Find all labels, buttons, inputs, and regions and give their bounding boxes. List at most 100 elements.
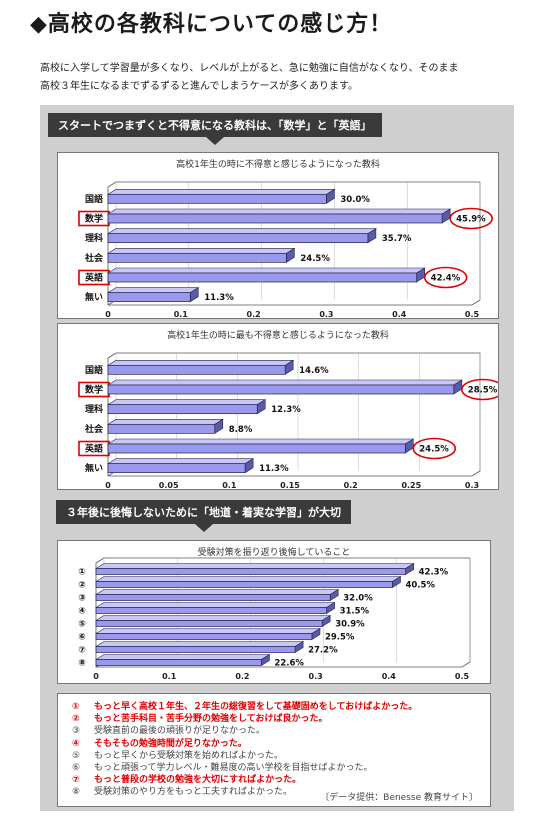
data-label: 11.3% xyxy=(259,464,289,474)
x-tick-label: 0 xyxy=(93,672,99,681)
chart-most-weak-subject-1st-year: 高校1年生の時に最も不得意と感じるようになった教科 0 0.05 0.1 0.15 0.2… xyxy=(78,329,505,490)
x-tick-label: 0.1 xyxy=(222,481,237,489)
bar-top xyxy=(106,228,377,234)
data-label: 29.5% xyxy=(325,633,355,643)
bar-top xyxy=(94,602,336,608)
category-label: 数学 xyxy=(85,384,103,396)
x-tick-label: 0.2 xyxy=(235,672,249,681)
legend-item-number: ⑦ xyxy=(72,775,80,786)
bar xyxy=(107,213,443,224)
bar-top xyxy=(106,458,255,464)
chart-2-box: 高校1年生の時に最も不得意と感じるようになった教科 0 0.05 0.1 0.15 0.2… xyxy=(57,323,505,490)
x-tick-label: 0.1 xyxy=(174,310,189,318)
banner-steady-study: ３年後に後悔しないために「地道・着実な学習」が大切 xyxy=(56,500,351,532)
bar-top xyxy=(94,615,332,621)
x-tick-label: 0.05 xyxy=(159,481,179,489)
legend-item: ⑥ もっと頑張って学力レベル・難易度の高い学校を目指せばよかった。 xyxy=(72,760,373,773)
data-label: 11.3% xyxy=(204,293,234,303)
legend-item-text: そもそもの勉強時間が足りなかった。 xyxy=(94,738,247,749)
category-label: ⑤ xyxy=(78,620,86,630)
bar-top xyxy=(94,563,415,569)
bar xyxy=(95,581,393,588)
category-label: ⑦ xyxy=(78,646,86,656)
bar-top xyxy=(94,576,402,582)
legend-item: ④ そもそもの勉強時間が足りなかった。 xyxy=(72,736,247,749)
legend-item-text: 受験対策のやり方をもっと工夫すればよかった。 xyxy=(94,787,293,798)
legend-item: ② もっと苦手科目・苦手分野の勉強をしておけば良かった。 xyxy=(72,711,327,724)
legend-item-number: ④ xyxy=(72,738,80,749)
category-label: 英語 xyxy=(84,272,103,284)
legend-item-number: ① xyxy=(72,702,80,712)
data-label: 24.5% xyxy=(300,254,330,264)
bar-top xyxy=(94,654,271,660)
x-tick-label: 0.15 xyxy=(280,481,300,489)
intro-line-1: 高校に入学して学習量が多くなり、レベルが上がると、急に勉強に自信がなくなり、その… xyxy=(40,63,459,74)
legend-item-number: ② xyxy=(72,714,80,725)
bar xyxy=(107,404,258,415)
data-source: 〔データ提供：Benesse 教育サイト〕 xyxy=(320,793,478,803)
legend-item-text: もっと苦手科目・苦手分野の勉強をしておけば良かった。 xyxy=(94,714,328,725)
data-label: 42.4% xyxy=(431,274,461,284)
bar xyxy=(107,463,246,474)
legend-item: ⑦ もっと普段の学校の勉強を大切にすればよかった。 xyxy=(72,772,301,785)
category-label: 無い xyxy=(85,291,103,303)
data-label: 14.6% xyxy=(299,366,329,376)
legend-item-text: もっと早くから受験対策を始めればよかった。 xyxy=(94,750,284,761)
bar-top xyxy=(106,189,336,195)
bar-top xyxy=(106,399,267,405)
data-label: 32.0% xyxy=(343,594,373,604)
bar-top xyxy=(106,438,415,445)
bar-top xyxy=(106,208,452,215)
regrets-legend: ① もっと早く高校１年生、２年生の総復習をして基礎固めをしておけばよかった。 ② もっ… xyxy=(57,693,491,807)
data-label: 31.5% xyxy=(340,607,370,617)
legend-item: ⑧ 受験対策のやり方をもっと工夫すればよかった。 xyxy=(72,784,292,797)
category-label: 無い xyxy=(85,462,103,474)
x-tick-label: 0.2 xyxy=(344,481,358,489)
x-tick-label: 0.2 xyxy=(247,310,261,318)
legend-item-text: もっと頑張って学力レベル・難易度の高い学校を目指せばよかった。 xyxy=(94,763,373,773)
data-label: 35.7% xyxy=(382,234,412,244)
data-label: 22.6% xyxy=(274,659,304,669)
x-tick-label: 0.3 xyxy=(309,672,323,681)
category-label: ④ xyxy=(78,607,86,617)
category-label: ② xyxy=(78,581,86,591)
bar-top xyxy=(106,248,296,254)
intro-text: 高校に入学して学習量が多くなり、レベルが上がると、急に勉強に自信がなくなり、その… xyxy=(40,60,530,96)
chart-1-box: 高校1年生の時に不得意と感じるようになった教科 0 0.1 0.2 0.3 0.4 0.5 国… xyxy=(57,152,499,319)
category-label: 理科 xyxy=(85,403,103,415)
x-tick-label: 0 xyxy=(105,310,111,318)
x-tick-label: 0.3 xyxy=(465,481,479,489)
chart-regrets: 受験対策を振り返り後悔していること 0 0.1 0.2 0.3 0.4 0.5 ① 42.3% ②… xyxy=(78,546,471,681)
legend-item-text: もっと普段の学校の勉強を大切にすればよかった。 xyxy=(94,775,302,786)
x-tick-label: 0.5 xyxy=(455,672,470,681)
category-label: 理科 xyxy=(85,232,103,244)
data-label: 12.3% xyxy=(271,405,301,415)
data-label-highlight xyxy=(412,437,457,460)
data-label: 42.3% xyxy=(419,568,449,578)
chart-title: 受験対策を振り返り後悔していること xyxy=(198,546,351,558)
bar xyxy=(95,607,327,614)
legend-item-number: ⑧ xyxy=(72,787,81,798)
legend-item: ① もっと早く高校１年生、２年生の総復習をして基礎固めをしておけばよかった。 xyxy=(72,699,417,712)
bar xyxy=(107,443,406,454)
data-label: 30.9% xyxy=(335,620,365,630)
x-tick-label: 0.1 xyxy=(162,672,177,681)
bar-top xyxy=(94,641,305,647)
bar xyxy=(95,594,331,601)
bar-top xyxy=(94,628,321,634)
bar xyxy=(95,568,406,575)
bar-top xyxy=(106,419,224,425)
x-tick-label: 0.5 xyxy=(465,310,480,318)
x-tick-label: 0.25 xyxy=(401,481,421,489)
bar xyxy=(107,233,369,244)
x-tick-label: 0 xyxy=(105,481,111,489)
page-title: ◆高校の各教科についての感じ方！ xyxy=(30,12,393,37)
bar xyxy=(95,646,296,653)
bar xyxy=(107,193,327,204)
x-tick-label: 0.3 xyxy=(319,310,333,318)
category-label: 国語 xyxy=(85,193,103,205)
data-label: 28.5% xyxy=(468,386,498,396)
category-label: 国語 xyxy=(85,364,103,376)
bar xyxy=(95,659,262,666)
bar-top xyxy=(106,360,295,366)
